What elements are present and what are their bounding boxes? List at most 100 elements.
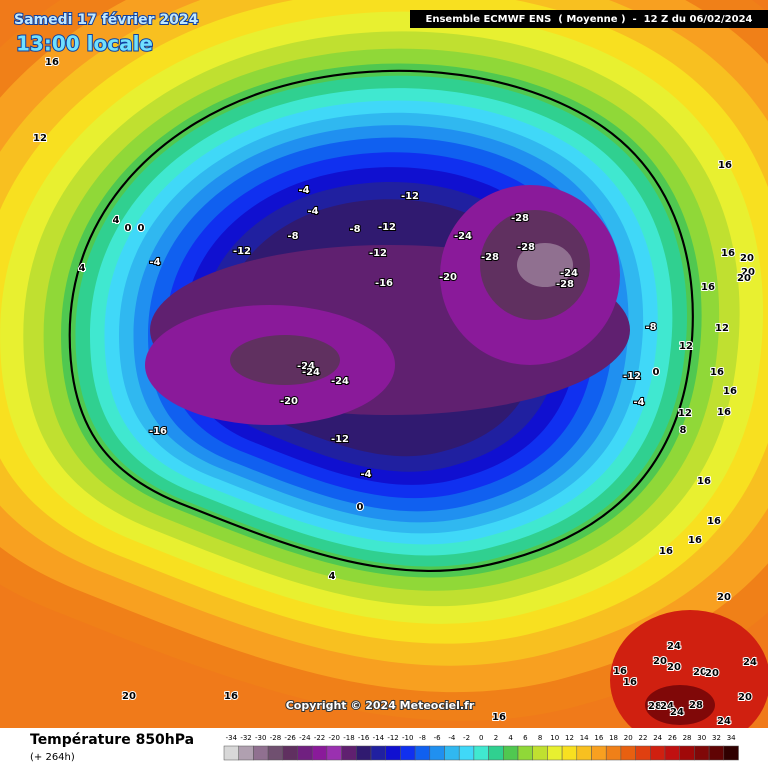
scale-tick-label: -34	[226, 734, 238, 742]
contour-label: -8	[349, 224, 360, 235]
scale-box	[708, 745, 725, 761]
scale-tick-label: 14	[580, 734, 589, 742]
scale-box	[576, 745, 592, 761]
contour-label: 24	[670, 707, 684, 718]
contour-label: -28	[481, 252, 499, 263]
scale-box	[635, 745, 651, 761]
scale-tick-label: 8	[538, 734, 542, 742]
contour-label: 24	[660, 701, 674, 712]
contour-label: 24	[717, 716, 731, 727]
scale-tick-label: -20	[329, 734, 340, 742]
scale-tick-label: -32	[240, 734, 251, 742]
scale-tick-label: 6	[523, 734, 528, 742]
scale-box	[694, 745, 710, 761]
contour-label: 16	[718, 160, 732, 171]
contour-label: 12	[715, 323, 729, 334]
scale-box	[723, 745, 739, 761]
scale-box	[561, 745, 578, 761]
contour-label: -24	[560, 268, 578, 279]
contour-label: -8	[287, 231, 298, 242]
scale-box	[488, 745, 504, 761]
scale-tick-label: -12	[387, 734, 398, 742]
scale-tick-label: 22	[638, 734, 647, 742]
contour-label: 16	[701, 282, 715, 293]
contour-label: 20	[738, 692, 752, 703]
contour-label: -12	[401, 191, 419, 202]
scale-box	[267, 745, 284, 761]
scale-box	[458, 745, 475, 761]
contour-label: -12	[369, 248, 387, 259]
scale-box	[650, 745, 666, 761]
scale-tick-label: 16	[594, 734, 603, 742]
scale-tick-label: 20	[624, 734, 633, 742]
contour-label: 20	[122, 691, 136, 702]
contour-label: 16	[717, 407, 731, 418]
contour-label: -4	[633, 397, 644, 408]
legend-title: Température 850hPa	[30, 732, 194, 748]
scale-tick-label: 30	[697, 734, 706, 742]
contour-label: 4	[79, 263, 86, 274]
contour-label: -20	[439, 272, 457, 283]
contour-label: -4	[307, 206, 318, 217]
scale-box	[473, 745, 489, 761]
contour-label: 16	[45, 57, 59, 68]
contour-label: -20	[280, 396, 298, 407]
cold-core	[230, 335, 340, 385]
scale-tick-label: 34	[727, 734, 736, 742]
contour-label: 16	[707, 516, 721, 527]
scale-box	[311, 745, 328, 761]
contour-label: 12	[678, 408, 692, 419]
contour-label: 20	[705, 668, 719, 679]
contour-label: -12	[378, 222, 396, 233]
contour-label: 20	[693, 667, 707, 678]
scale-tick-label: -24	[299, 734, 311, 742]
scale-box	[282, 745, 298, 761]
contour-label: -4	[298, 185, 309, 196]
contour-label: 24	[743, 657, 757, 668]
scale-tick-label: -28	[270, 734, 281, 742]
contour-label: -24	[454, 231, 472, 242]
scale-box	[414, 745, 431, 761]
copyright: Copyright © 2024 Meteociel.fr	[286, 699, 475, 712]
scale-box	[664, 745, 680, 761]
contour-label: 16	[659, 546, 673, 557]
scale-box	[253, 745, 269, 761]
scale-box	[517, 745, 533, 761]
contour-label: 0	[125, 223, 132, 234]
contour-label: 16	[710, 367, 724, 378]
scale-box	[223, 745, 239, 761]
contour-label: -28	[517, 242, 535, 253]
contour-label: 16	[723, 386, 737, 397]
contour-label: 0	[357, 502, 364, 513]
scale-tick-label: 24	[653, 734, 662, 742]
contour-label: 20	[737, 273, 751, 284]
contour-label: -16	[375, 278, 393, 289]
contour-label: 0	[138, 223, 145, 234]
scale-tick-label: 4	[508, 734, 513, 742]
contour-label: -28	[511, 213, 529, 224]
scale-tick-label: -26	[284, 734, 296, 742]
contour-label: 16	[492, 712, 506, 723]
contour-label: -16	[149, 426, 167, 437]
scale-box	[605, 745, 622, 761]
contour-label: 16	[688, 535, 702, 546]
contour-label: 0	[653, 367, 660, 378]
scale-box	[341, 745, 357, 761]
scale-box	[503, 745, 519, 761]
contour-label: -12	[233, 246, 251, 257]
scale-box	[679, 745, 695, 761]
warm-area	[645, 685, 715, 725]
time-title: 13:00 locale	[16, 32, 153, 56]
temperature-field	[0, 0, 768, 750]
contour-label: -12	[331, 434, 349, 445]
scale-tick-label: -2	[463, 734, 470, 742]
contour-label: -12	[623, 371, 641, 382]
contour-label: 20	[717, 592, 731, 603]
scale-tick-label: -18	[343, 734, 354, 742]
scale-box	[444, 745, 460, 761]
scale-tick-label: 28	[683, 734, 692, 742]
scale-tick-label: 18	[609, 734, 618, 742]
scale-tick-label: 10	[550, 734, 559, 742]
legend-subtitle: (+ 264h)	[30, 752, 75, 763]
